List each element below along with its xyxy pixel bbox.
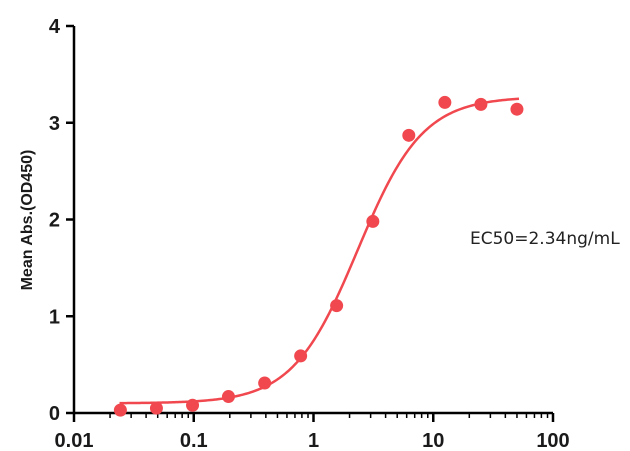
x-tick-label-1: 0.1	[180, 430, 208, 451]
fit-curve	[119, 97, 520, 405]
y-tick-label-4: 4	[49, 16, 61, 38]
x-tick-label-3: 10	[422, 430, 444, 451]
y-tick-label-0: 0	[49, 403, 60, 425]
y-tick-label-2: 2	[49, 210, 60, 232]
data-point-1	[149, 401, 163, 415]
x-tick-label-0: 0.01	[55, 430, 94, 451]
ec50-annotation: EC50=2.34ng/mL	[470, 229, 620, 249]
y-tick-label-3: 3	[49, 113, 60, 135]
axes	[72, 26, 553, 415]
y-ticks: 0 1 2 3 4	[49, 16, 74, 425]
plot-area	[113, 95, 524, 417]
data-point-7	[366, 214, 380, 228]
data-point-8	[402, 128, 416, 142]
data-point-9	[438, 95, 452, 109]
data-point-10	[474, 97, 488, 111]
y-tick-label-1: 1	[49, 306, 60, 328]
x-ticks: 0.01 0.1 1 10 100	[55, 413, 570, 451]
data-point-6	[330, 299, 344, 313]
data-points	[113, 95, 524, 417]
data-point-11	[510, 102, 524, 116]
x-tick-label-2: 1	[308, 430, 319, 451]
x-tick-label-4: 100	[536, 430, 569, 451]
data-point-0	[113, 403, 127, 417]
data-point-3	[221, 390, 235, 404]
data-point-4	[258, 376, 272, 390]
data-point-2	[186, 398, 200, 412]
data-point-5	[294, 349, 308, 363]
y-axis-title: Mean Abs.(OD450)	[19, 150, 36, 291]
